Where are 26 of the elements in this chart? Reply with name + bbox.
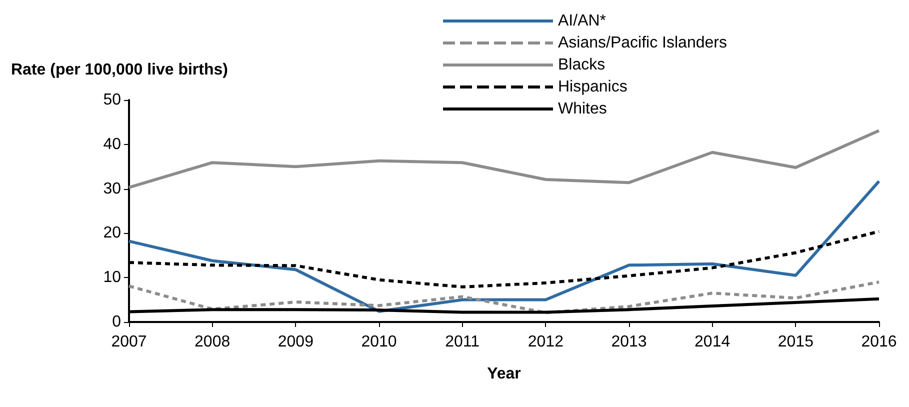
- legend-label: Whites: [558, 100, 607, 118]
- y-tick-label: 30: [103, 180, 122, 198]
- legend-label: Hispanics: [558, 78, 628, 96]
- line-series: [128, 129, 880, 189]
- y-tick-label: 40: [103, 136, 122, 153]
- x-tick-label: 2010: [361, 334, 397, 350]
- y-tick-label: 10: [103, 269, 122, 286]
- x-tick-label: 2011: [445, 334, 480, 350]
- x-axis-title: Year: [487, 366, 521, 382]
- x-tick-label: 2007: [111, 334, 147, 350]
- x-tick-label: 2009: [278, 334, 314, 350]
- legend-label: AI/AN*: [558, 12, 606, 30]
- x-tick-label: 2013: [611, 334, 647, 350]
- line-series: [128, 280, 880, 314]
- x-tick-label: 2014: [694, 334, 730, 350]
- y-tick-label: 0: [112, 314, 122, 330]
- y-tick-label: 20: [103, 224, 122, 242]
- line-series: [128, 180, 880, 313]
- y-axis-title: Rate (per 100,000 live births): [11, 62, 228, 78]
- x-tick-label: 2008: [194, 334, 230, 350]
- y-tick-label: 50: [103, 92, 122, 108]
- legend-label: Blacks: [558, 56, 606, 74]
- x-tick-label: 2015: [778, 334, 814, 350]
- x-tick-label: 2016: [861, 334, 897, 350]
- x-tick-label: 2012: [528, 334, 564, 350]
- legend-label: Asians/Pacific Islanders: [558, 34, 727, 52]
